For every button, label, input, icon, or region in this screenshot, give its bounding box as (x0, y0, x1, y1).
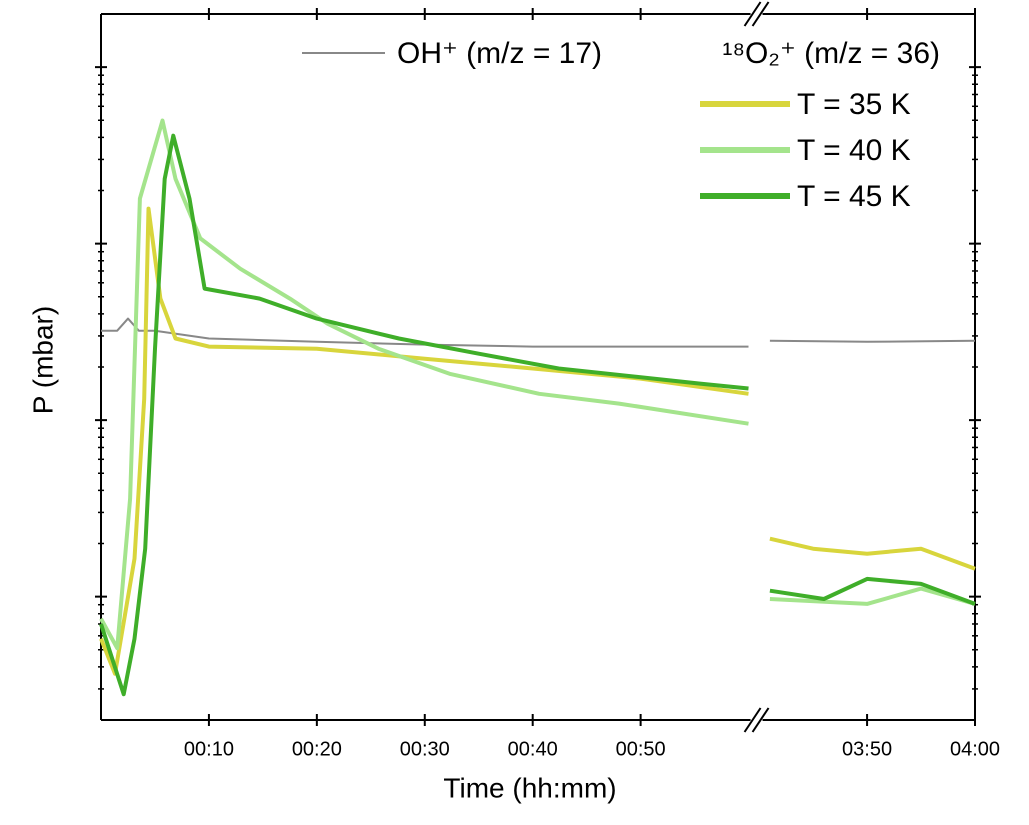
x-tick-label: 00:10 (184, 738, 234, 760)
data-line (99, 118, 976, 651)
x-tick-label: 00:40 (508, 738, 558, 760)
axis-break (743, 1, 762, 27)
legend-label: T = 45 K (797, 180, 911, 213)
data-line (99, 133, 976, 697)
x-axis-label: Time (hh:mm) (443, 772, 616, 803)
axis-break (751, 1, 770, 27)
axis-break (743, 707, 762, 733)
data-line (101, 317, 976, 348)
legend-label: OH⁺ (m/z = 17) (397, 37, 602, 70)
legend-title: ¹⁸O₂⁺ (m/z = 36) (722, 37, 940, 70)
x-tick-label: 04:00 (950, 738, 1000, 760)
legend-label: T = 40 K (797, 134, 911, 167)
axis-break (751, 707, 770, 733)
x-tick-label: 03:50 (842, 738, 892, 760)
x-tick-label: 00:50 (616, 738, 666, 760)
data-line (99, 206, 976, 676)
y-axis-label: P (mbar) (27, 306, 58, 414)
x-tick-label: 00:20 (292, 738, 342, 760)
x-tick-label: 00:30 (400, 738, 450, 760)
legend-label: T = 35 K (797, 88, 911, 121)
